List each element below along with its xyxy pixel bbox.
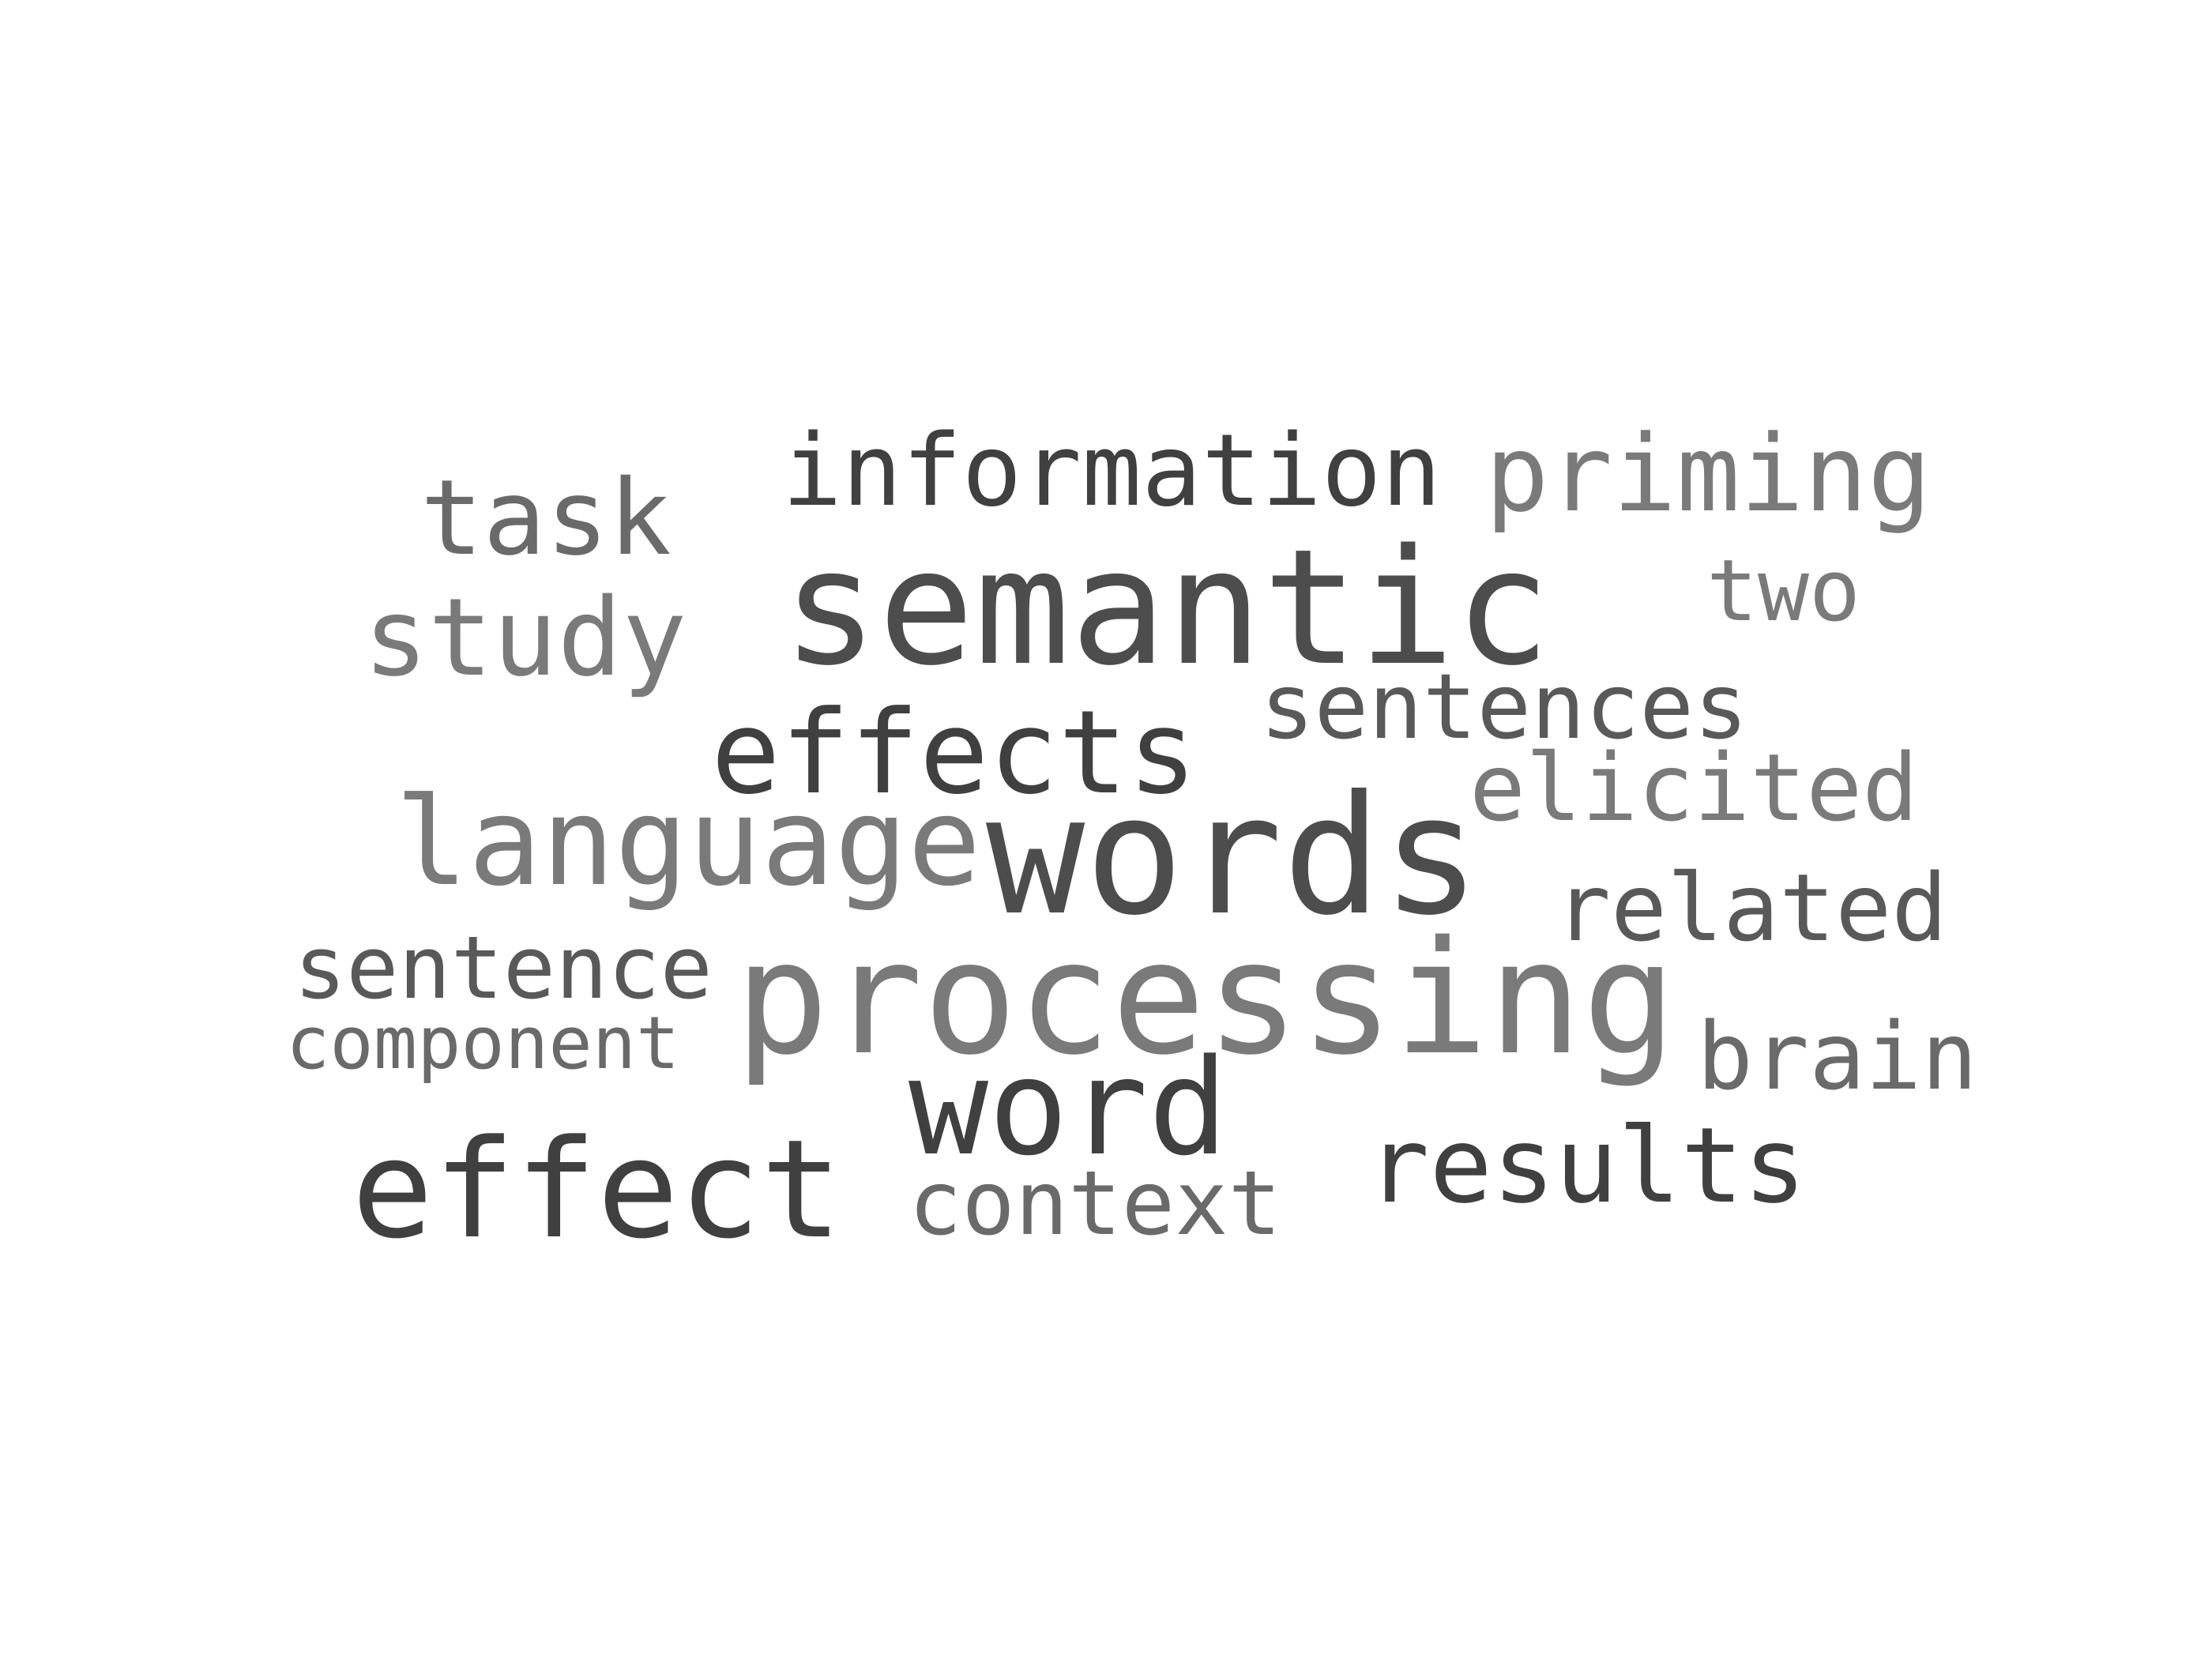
word-effects: effects: [711, 686, 1198, 820]
word-elicited: elicited: [1469, 733, 1919, 842]
word-task: task: [420, 457, 672, 579]
word-study: study: [363, 576, 687, 701]
word-effect: effect: [352, 1110, 843, 1269]
word-sentence: sentence: [294, 917, 713, 1018]
word-priming: priming: [1485, 412, 1932, 536]
word-two: two: [1706, 542, 1861, 641]
word-context: context: [908, 1153, 1282, 1255]
word-words: words: [986, 761, 1481, 952]
word-word: word: [908, 1030, 1228, 1185]
word-information: information: [782, 412, 1442, 529]
word-brain: brain: [1697, 1002, 1978, 1111]
word-related: related: [1555, 853, 1948, 962]
word-results: results: [1367, 1105, 1807, 1227]
word-language: language: [395, 772, 981, 913]
word-semantic: semantic: [782, 514, 1551, 701]
word-component: component: [286, 1001, 680, 1085]
word-sentences: sentences: [1260, 654, 1748, 759]
word-processing: processing: [735, 907, 1677, 1089]
